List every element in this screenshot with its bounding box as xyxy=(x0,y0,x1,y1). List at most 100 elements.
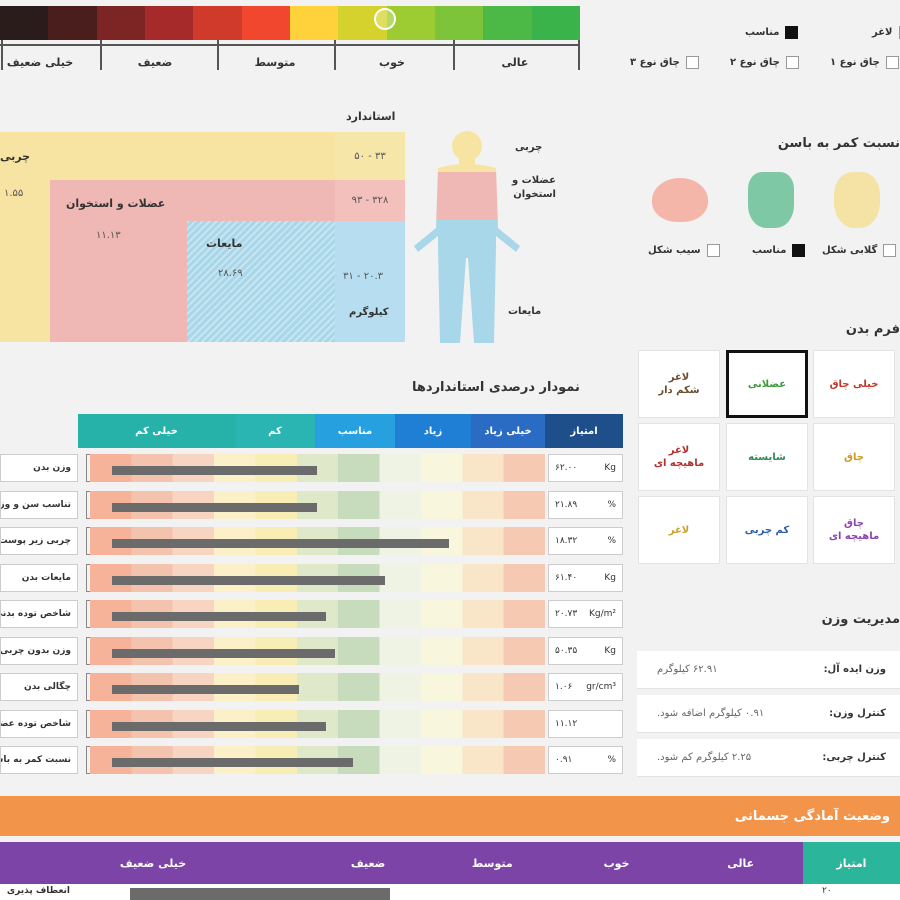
waist-hip-option[interactable]: سیب شکل xyxy=(648,244,720,257)
fat-range: ۵۰ - ۳۳ xyxy=(354,150,386,162)
body-shape-cell: لاغر شکم دار xyxy=(638,350,720,418)
std-chart-row: چگالی بدن ۱.۰۶ gr/cm³ xyxy=(0,669,625,705)
weight-control-value: ۰.۹۱ کیلوگرم اضافه شود. xyxy=(657,708,765,719)
body-shape-cell: چاق xyxy=(813,423,895,491)
std-row-label: وزن بدن xyxy=(0,454,78,482)
std-row-value: ۱۱.۱۲ xyxy=(555,718,578,729)
std-row-frame xyxy=(86,527,90,555)
std-row-label: مایعات بدن xyxy=(0,563,78,592)
std-chart-row: مایعات بدن ۶۱.۴۰ Kg xyxy=(0,560,625,596)
std-row-value-cell: ۲۱.۸۹% xyxy=(548,490,623,519)
waist-hip-checkbox[interactable] xyxy=(883,244,897,257)
score-label: ضعیف xyxy=(137,56,173,69)
std-row-unit: % xyxy=(607,499,616,510)
body-figure-icon xyxy=(414,131,520,343)
score-strip-segment xyxy=(48,6,97,40)
std-chart-row: وزن بدن ۶۲.۰۰ Kg xyxy=(0,450,625,486)
muscle-label: عضلات و استخوان xyxy=(66,197,166,210)
weight-control-key: کنترل چربی: xyxy=(822,752,886,763)
score-strip-segment xyxy=(434,6,484,40)
score-strip-segment xyxy=(144,6,194,40)
std-chart-row: تناسب سن و وزن ۲۱.۸۹% xyxy=(0,487,625,523)
legend-option[interactable]: چاق نوع ۳ xyxy=(630,56,699,69)
score-strip-segment xyxy=(531,6,580,40)
body-shape-cell: چاق ماهیچه ای xyxy=(813,496,895,564)
legend-checkbox[interactable] xyxy=(885,56,899,69)
muscle-value: ۱۱.۱۳ xyxy=(96,230,121,241)
std-row-value: ۵۰.۳۵ xyxy=(555,645,578,656)
std-chart-header-cell: زیاد xyxy=(395,414,471,448)
std-row-value-cell: ۱.۰۶ gr/cm³ xyxy=(548,673,623,701)
legend-option[interactable]: لاغر xyxy=(872,26,900,39)
weight-control-key: وزن ایده آل: xyxy=(823,664,886,675)
score-strip-segment xyxy=(96,6,145,40)
waist-hip-checkbox[interactable] xyxy=(706,244,720,257)
legend-option[interactable]: چاق نوع ۲ xyxy=(730,56,799,69)
fitness-title: وضعیت آمادگی جسمانی xyxy=(734,808,890,824)
legend-checkbox[interactable] xyxy=(785,56,799,69)
weight-control-value: ۶۲.۹۱ کیلوگرم xyxy=(657,664,718,675)
fitness-header-cell: خیلی ضعیف xyxy=(0,842,306,884)
score-marker xyxy=(374,8,396,30)
waist-hip-checkbox[interactable] xyxy=(792,244,806,257)
waist-hip-shape-icon xyxy=(834,172,880,228)
std-row-frame xyxy=(86,600,90,628)
score-tick xyxy=(1,40,3,70)
std-row-bar xyxy=(112,539,449,548)
fat-label: چربی xyxy=(0,150,31,163)
waist-hip-shape-icon xyxy=(748,172,794,228)
std-row-value-cell: ۰.۹۱% xyxy=(548,746,623,774)
score-color-strip xyxy=(0,6,580,40)
score-tick xyxy=(334,40,336,70)
legend-option[interactable]: چاق نوع ۱ xyxy=(830,56,899,69)
waist-hip-option[interactable]: گلابی شکل xyxy=(822,244,897,257)
legend-label: لاغر xyxy=(872,27,893,38)
std-row-unit: Kg xyxy=(604,645,616,656)
score-label: متوسط xyxy=(254,56,296,69)
std-row-value-cell: ۱۸.۳۲% xyxy=(548,527,623,555)
std-row-value: ۲۰.۷۳ xyxy=(555,609,578,619)
water-label: مایعات xyxy=(206,237,243,250)
std-row-frame xyxy=(86,454,90,482)
fitness-header-cell: عالی xyxy=(678,842,803,884)
side-muscle-label: عضلات و استخوان xyxy=(511,175,556,200)
legend-label: چاق نوع ۳ xyxy=(630,57,680,68)
score-strip-segment xyxy=(0,6,49,40)
legend-label: مناسب xyxy=(745,27,780,38)
score-tick xyxy=(578,40,580,70)
std-row-value: ۰.۹۱ xyxy=(555,755,573,765)
score-strip-segment xyxy=(241,6,290,40)
legend-checkbox[interactable] xyxy=(785,26,799,39)
std-chart-header-cell: خیلی زیاد xyxy=(471,414,545,448)
fitness-header: خیلی ضعیف ضعیف متوسط خوب عالی امتیاز xyxy=(0,842,900,884)
legend-checkbox[interactable] xyxy=(898,26,900,39)
std-row-label: نسبت کمر به باسن xyxy=(0,746,78,774)
fitness-row-label: انعطاف پذیری xyxy=(6,886,70,896)
std-row-frame xyxy=(86,490,90,519)
score-label: خیلی ضعیف xyxy=(6,56,74,69)
legend-label: چاق نوع ۱ xyxy=(830,57,880,68)
std-row-frame xyxy=(86,673,90,701)
std-row-frame xyxy=(86,746,90,774)
body-shape-cell: شایسته xyxy=(726,423,808,491)
body-shape-cell: لاغر xyxy=(638,496,720,564)
std-row-bar xyxy=(112,685,299,694)
score-strip-segment xyxy=(483,6,532,40)
muscle-range: ۹۳ - ۳۲۸ xyxy=(351,195,389,206)
std-chart-title: نمودار درصدی استانداردها xyxy=(412,380,580,395)
legend-option[interactable]: مناسب xyxy=(745,26,799,39)
std-row-value: ۶۱.۴۰ xyxy=(555,572,578,583)
std-chart-row: وزن بدون چربی ۵۰.۳۵ Kg xyxy=(0,633,625,669)
std-row-label: چربی زیر پوست xyxy=(0,527,78,555)
composition-header: استاندارد xyxy=(346,110,396,123)
score-label: خوب xyxy=(379,56,405,69)
std-row-value: ۱۸.۳۲ xyxy=(555,536,578,546)
waist-hip-option[interactable]: مناسب xyxy=(752,244,806,257)
std-row-value: ۶۲.۰۰ xyxy=(555,463,578,473)
legend-checkbox[interactable] xyxy=(685,56,699,69)
std-row-unit: Kg xyxy=(604,572,616,583)
legend-label: چاق نوع ۲ xyxy=(730,57,780,68)
fat-range-cell: ۵۰ - ۳۳ xyxy=(335,132,405,180)
score-tick xyxy=(217,40,219,70)
body-shape-title: فرم بدن xyxy=(845,322,900,337)
